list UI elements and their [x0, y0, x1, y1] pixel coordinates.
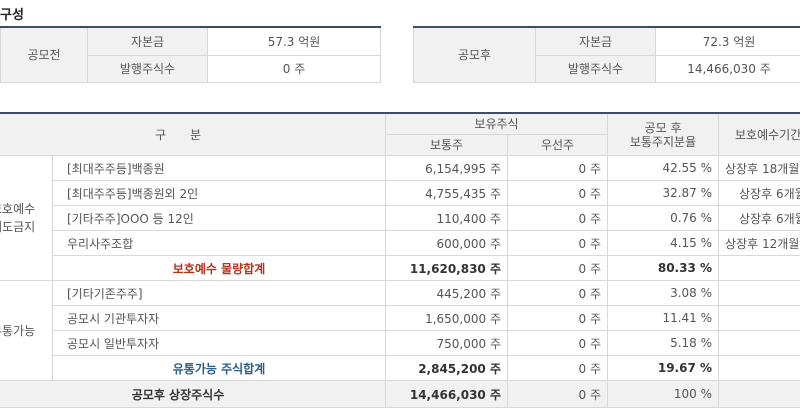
row-name: [최대주주등]백종원외 2인 — [52, 180, 386, 206]
row-ratio: 0.76 % — [607, 205, 720, 231]
row-name: [기타기존주주] — [52, 280, 386, 306]
row-preferred: 0 주 — [506, 305, 609, 331]
row-common: 110,400 주 — [385, 205, 508, 231]
row-ratio: 32.87 % — [607, 180, 720, 206]
section-title: 구성 — [0, 8, 24, 23]
row-common: 1,650,000 주 — [385, 305, 508, 331]
row-ratio: 11.41 % — [607, 305, 720, 331]
shareholding-table: 구 분 보유주식 공모 후 보통주지분율 보호예수기간 보통주 우선주 보호예수… — [0, 112, 800, 408]
total-common: 14,466,030 주 — [385, 380, 508, 408]
row-name: [기타주주]OOO 등 12인 — [52, 205, 386, 231]
row-preferred: 0 주 — [506, 180, 609, 206]
empty-cell — [718, 330, 800, 356]
row-common: 6,154,995 주 — [385, 155, 508, 181]
header-lockup: 보호예수기간 — [718, 112, 800, 156]
header-holdings: 보유주식 — [384, 112, 609, 135]
row-lockup: 상장후 6개월 — [718, 180, 800, 206]
group-label: 보호예수 매도금지 — [0, 155, 53, 281]
before-label: 공모전 — [0, 26, 88, 83]
row-ratio: 3.08 % — [607, 280, 720, 306]
row-lockup: 상장후 18개월 — [718, 155, 800, 181]
row-preferred: 0 주 — [506, 330, 609, 356]
after-offering-table: 공모후 자본금 72.3 억원 발행주식수 14,466,030 주 — [413, 26, 800, 83]
subtotal-name: 유통가능 주식합계 — [52, 355, 386, 381]
subtotal-common: 2,845,200 주 — [385, 355, 508, 381]
before-offering-table: 공모전 자본금 57.3 억원 발행주식수 0 주 — [0, 26, 381, 83]
row-name: 공모시 일반투자자 — [52, 330, 386, 356]
row-preferred: 0 주 — [506, 280, 609, 306]
shares-value: 14,466,030 주 — [655, 54, 800, 83]
capital-value: 57.3 억원 — [207, 26, 381, 56]
shares-label: 발행주식수 — [87, 54, 208, 83]
row-common: 750,000 주 — [385, 330, 508, 356]
subtotal-common: 11,620,830 주 — [385, 255, 508, 281]
row-common: 600,000 주 — [385, 230, 508, 256]
empty-cell — [718, 280, 800, 306]
shares-value: 0 주 — [207, 54, 381, 83]
subtotal-ratio: 19.67 % — [607, 355, 720, 381]
row-preferred: 0 주 — [506, 155, 609, 181]
subtotal-preferred: 0 주 — [506, 355, 609, 381]
row-preferred: 0 주 — [506, 230, 609, 256]
empty-cell — [718, 255, 800, 281]
subtotal-ratio: 80.33 % — [607, 255, 720, 281]
row-common: 4,755,435 주 — [385, 180, 508, 206]
subtotal-name: 보호예수 물량합계 — [52, 255, 386, 281]
subtotal-preferred: 0 주 — [506, 255, 609, 281]
row-lockup: 상장후 6개월 — [718, 205, 800, 231]
capital-label: 자본금 — [535, 26, 656, 56]
row-name: 공모시 기관투자자 — [52, 305, 386, 331]
total-preferred: 0 주 — [506, 380, 609, 408]
header-preferred: 우선주 — [506, 134, 609, 156]
header-common: 보통주 — [385, 134, 508, 156]
empty-cell — [718, 305, 800, 331]
row-name: 우리사주조합 — [52, 230, 386, 256]
empty-cell — [718, 380, 800, 408]
capital-label: 자본금 — [87, 26, 208, 56]
total-ratio: 100 % — [607, 380, 720, 408]
row-ratio: 4.15 % — [607, 230, 720, 256]
group-label: 유통가능 — [0, 280, 53, 381]
header-category: 구 분 — [0, 112, 386, 156]
row-lockup: 상장후 12개월 — [718, 230, 800, 256]
table-row: 유통가능 [기타기존주주]445,200 주0 주3.08 % — [0, 280, 800, 381]
row-name: [최대주주등]백종원 — [52, 155, 386, 181]
header-ratio: 공모 후 보통주지분율 — [607, 112, 720, 156]
capital-value: 72.3 억원 — [655, 26, 800, 56]
row-ratio: 42.55 % — [607, 155, 720, 181]
after-label: 공모후 — [413, 26, 536, 83]
row-preferred: 0 주 — [506, 205, 609, 231]
row-common: 445,200 주 — [385, 280, 508, 306]
row-ratio: 5.18 % — [607, 330, 720, 356]
total-name: 공모후 상장주식수 — [0, 380, 386, 408]
shares-label: 발행주식수 — [535, 54, 656, 83]
empty-cell — [718, 355, 800, 381]
